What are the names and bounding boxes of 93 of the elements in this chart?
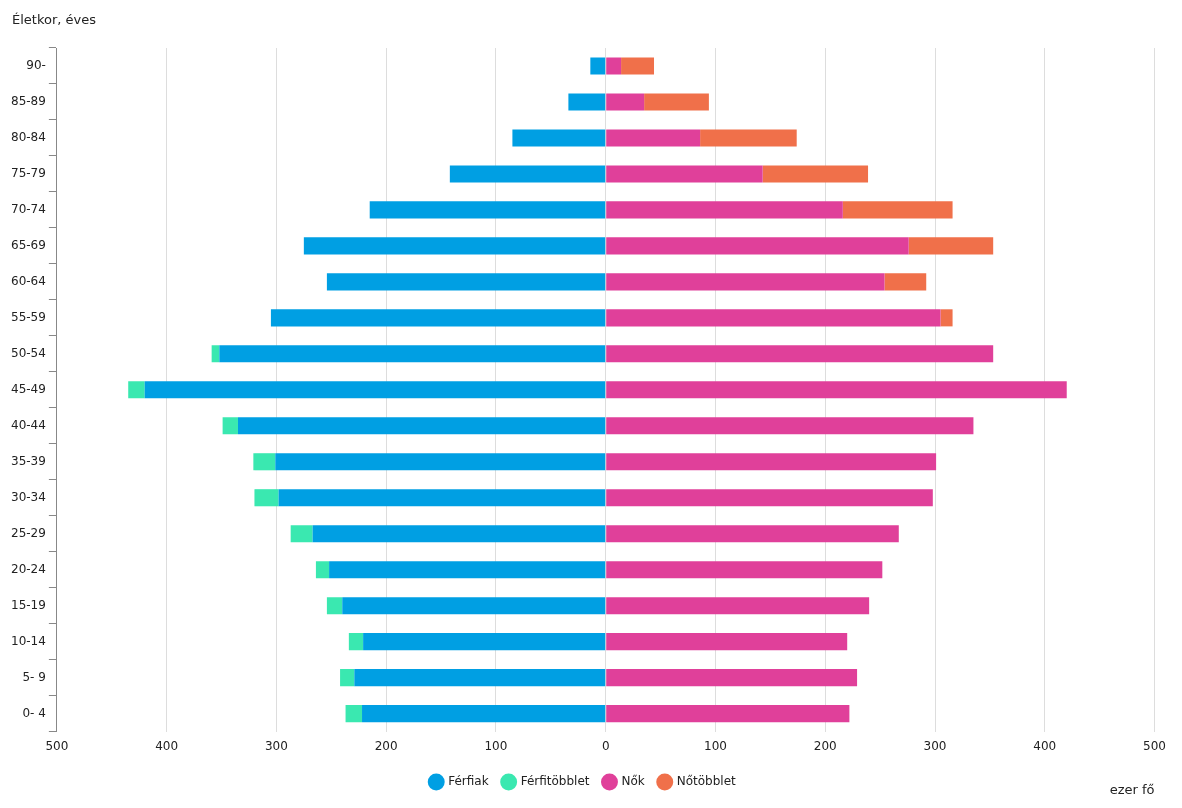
- bar: [326, 273, 606, 291]
- y-tick-label: 10-14: [10, 633, 46, 648]
- bar: [700, 129, 797, 147]
- bar: [606, 381, 1067, 399]
- x-tick-label: 500: [1143, 738, 1166, 753]
- y-tick-label: 55-59: [10, 309, 46, 324]
- bar: [606, 633, 848, 651]
- bar: [219, 345, 606, 363]
- bar: [884, 273, 927, 291]
- y-tick-label: 20-24: [10, 561, 46, 576]
- x-tick-label: 500: [45, 738, 69, 753]
- x-tick-label: 0: [601, 738, 610, 753]
- bar: [144, 381, 606, 399]
- y-tick-label: 45-49: [10, 381, 46, 396]
- bar: [342, 597, 606, 615]
- bar: [842, 201, 953, 219]
- y-tick-label: 0- 4: [22, 705, 46, 720]
- bar: [270, 309, 606, 327]
- bar: [606, 93, 645, 111]
- y-tick-label: 80-84: [10, 130, 46, 145]
- legend-label: Férfitöbblet: [520, 774, 590, 789]
- bar: [290, 525, 313, 543]
- y-tick-label: 40-44: [10, 417, 46, 432]
- bar: [621, 57, 655, 75]
- y-axis-title: Életkor, éves: [12, 11, 97, 27]
- bar: [908, 237, 994, 255]
- bar: [606, 165, 763, 183]
- bar: [348, 633, 364, 651]
- y-tick-label: 50-54: [10, 345, 46, 360]
- bar: [253, 453, 276, 471]
- bar: [606, 453, 937, 471]
- bar: [568, 93, 606, 111]
- x-tick-label: 100: [704, 738, 727, 753]
- bar: [449, 165, 606, 183]
- y-tick-label: 30-34: [10, 489, 46, 504]
- bar: [369, 201, 606, 219]
- bar: [606, 273, 885, 291]
- y-tick-label: 5- 9: [22, 669, 46, 684]
- bar: [606, 345, 994, 363]
- x-tick-label: 300: [264, 738, 288, 753]
- bar: [329, 561, 606, 579]
- bar: [606, 705, 850, 723]
- bar: [606, 57, 622, 75]
- bar: [606, 597, 870, 615]
- bar: [606, 525, 899, 543]
- x-tick-label: 400: [155, 738, 179, 753]
- bar: [606, 309, 941, 327]
- bar: [345, 705, 363, 723]
- bar: [762, 165, 869, 183]
- bar: [362, 705, 606, 723]
- bar: [606, 417, 974, 435]
- y-tick-label: 15-19: [10, 597, 46, 612]
- x-tick-label: 200: [813, 738, 837, 753]
- bar: [606, 129, 701, 147]
- legend-label: Férfiak: [448, 774, 489, 789]
- y-tick-label: 65-69: [10, 238, 46, 253]
- y-tick-label: 60-64: [10, 273, 46, 288]
- bar: [512, 129, 606, 147]
- x-axis-title: ezer fő: [1109, 781, 1155, 797]
- bar: [644, 93, 709, 111]
- bar: [606, 201, 843, 219]
- bar: [222, 417, 238, 435]
- y-tick-label: 85-89: [10, 94, 46, 109]
- bar: [363, 633, 606, 651]
- bar: [590, 57, 606, 75]
- bar: [312, 525, 606, 543]
- legend-label: Nők: [621, 774, 645, 789]
- x-tick-label: 300: [923, 738, 947, 753]
- bar: [340, 669, 355, 687]
- legend-label: Nőtöbblet: [676, 774, 737, 789]
- x-tick-label: 200: [374, 738, 398, 753]
- x-tick-label: 400: [1033, 738, 1057, 753]
- bar: [303, 237, 606, 255]
- bar: [237, 417, 606, 435]
- bar: [354, 669, 606, 687]
- y-tick-label: 90-: [26, 58, 46, 73]
- bar: [606, 561, 883, 579]
- x-tick-label: 100: [484, 738, 508, 753]
- bar: [606, 669, 858, 687]
- y-tick-label: 75-79: [10, 166, 46, 181]
- bar: [275, 453, 606, 471]
- bar: [940, 309, 953, 327]
- bar: [211, 345, 220, 363]
- bar: [254, 489, 279, 507]
- bar: [128, 381, 145, 399]
- bar: [606, 489, 933, 507]
- y-tick-label: 35-39: [10, 453, 46, 468]
- bar: [606, 237, 909, 255]
- bar: [326, 597, 343, 615]
- y-tick-label: 25-29: [10, 525, 46, 540]
- bar: [315, 561, 330, 579]
- bar: [278, 489, 606, 507]
- y-tick-label: 70-74: [10, 202, 46, 217]
